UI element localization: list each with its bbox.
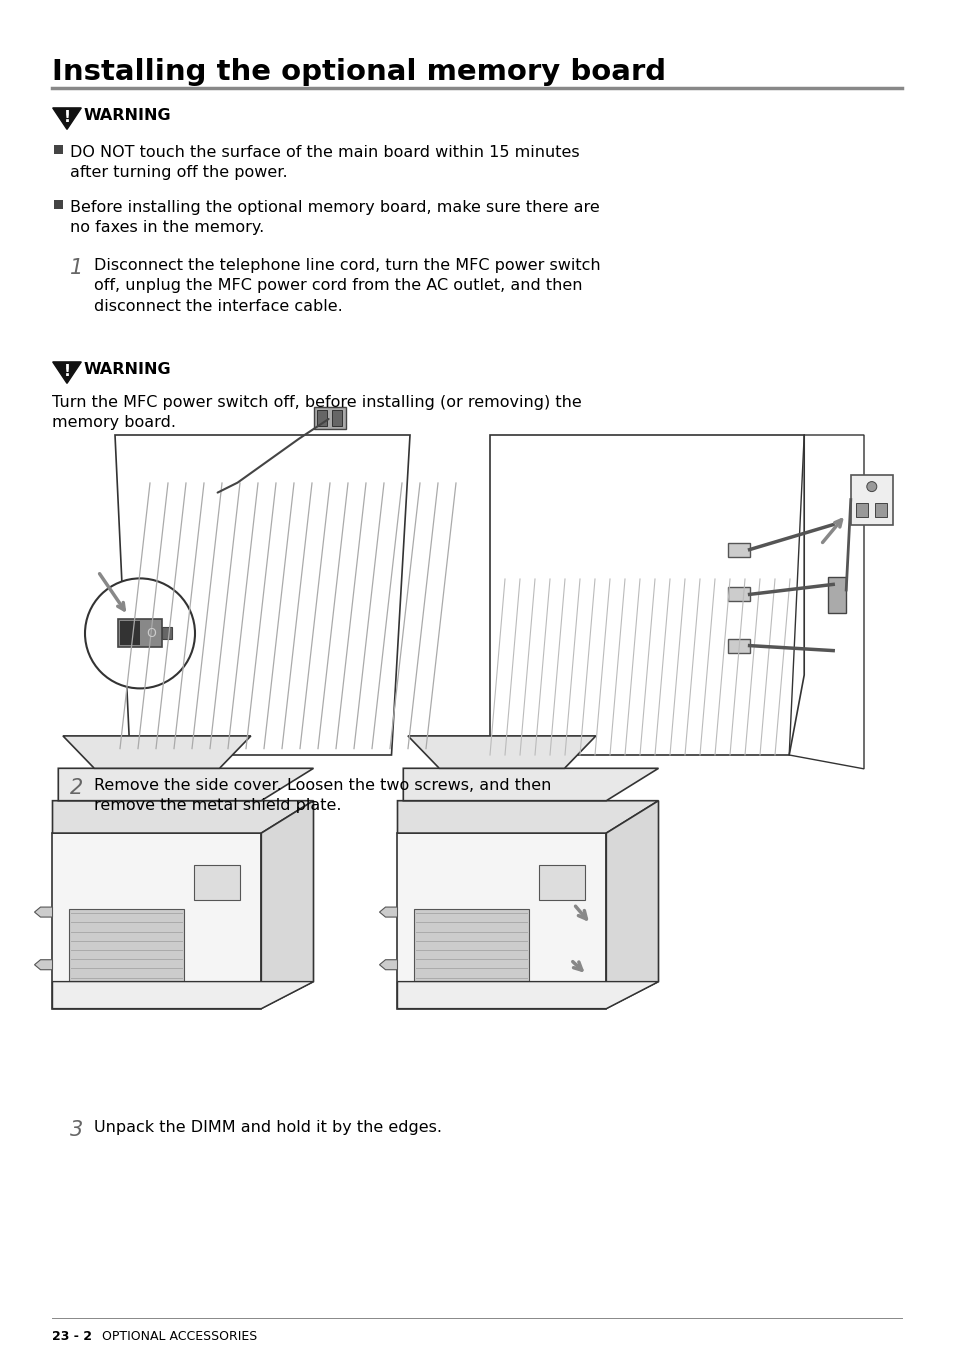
Bar bbox=[827, 577, 845, 612]
Bar bbox=[314, 407, 345, 429]
Bar bbox=[54, 145, 63, 154]
Text: !: ! bbox=[64, 110, 71, 124]
Bar bbox=[727, 542, 749, 557]
Polygon shape bbox=[606, 800, 658, 1009]
Bar bbox=[54, 200, 63, 210]
Polygon shape bbox=[52, 982, 314, 1009]
Polygon shape bbox=[397, 800, 658, 833]
Text: Disconnect the telephone line cord, turn the MFC power switch
off, unplug the MF: Disconnect the telephone line cord, turn… bbox=[94, 258, 600, 314]
Polygon shape bbox=[397, 982, 658, 1009]
Bar bbox=[316, 410, 326, 426]
Bar bbox=[397, 833, 606, 1009]
Text: Turn the MFC power switch off, before installing (or removing) the
memory board.: Turn the MFC power switch off, before in… bbox=[52, 395, 581, 430]
Bar bbox=[850, 475, 892, 525]
Bar bbox=[194, 865, 240, 900]
Bar bbox=[874, 503, 886, 516]
Text: 3: 3 bbox=[70, 1119, 83, 1140]
Polygon shape bbox=[52, 108, 81, 130]
Polygon shape bbox=[63, 735, 251, 768]
Text: Unpack the DIMM and hold it by the edges.: Unpack the DIMM and hold it by the edges… bbox=[94, 1119, 441, 1134]
Bar bbox=[855, 503, 867, 516]
Text: 23 - 2: 23 - 2 bbox=[52, 1330, 91, 1343]
Bar bbox=[727, 638, 749, 653]
Text: OPTIONAL ACCESSORIES: OPTIONAL ACCESSORIES bbox=[94, 1330, 257, 1343]
Text: WARNING: WARNING bbox=[84, 108, 172, 123]
Text: O: O bbox=[146, 627, 155, 639]
Bar bbox=[162, 627, 172, 639]
Polygon shape bbox=[58, 768, 314, 800]
Polygon shape bbox=[261, 800, 314, 1009]
Polygon shape bbox=[52, 800, 314, 833]
Bar bbox=[120, 622, 140, 645]
Bar bbox=[414, 909, 529, 983]
Polygon shape bbox=[379, 907, 397, 917]
Text: Before installing the optional memory board, make sure there are
no faxes in the: Before installing the optional memory bo… bbox=[70, 200, 599, 235]
Polygon shape bbox=[379, 960, 397, 969]
Bar bbox=[332, 410, 341, 426]
Text: 2: 2 bbox=[70, 777, 83, 798]
Circle shape bbox=[866, 481, 876, 492]
Polygon shape bbox=[34, 960, 52, 969]
Polygon shape bbox=[52, 362, 81, 384]
Text: Installing the optional memory board: Installing the optional memory board bbox=[52, 58, 665, 87]
Circle shape bbox=[85, 579, 194, 688]
Text: !: ! bbox=[64, 364, 71, 379]
Bar bbox=[52, 833, 261, 1009]
Text: WARNING: WARNING bbox=[84, 362, 172, 377]
Text: 1: 1 bbox=[70, 258, 83, 279]
Bar bbox=[70, 909, 184, 983]
Polygon shape bbox=[34, 907, 52, 917]
Bar bbox=[727, 587, 749, 602]
Bar bbox=[118, 619, 162, 648]
Bar bbox=[538, 865, 585, 900]
Text: Remove the side cover. Loosen the two screws, and then
remove the metal shield p: Remove the side cover. Loosen the two sc… bbox=[94, 777, 551, 814]
Polygon shape bbox=[408, 735, 596, 768]
Text: DO NOT touch the surface of the main board within 15 minutes
after turning off t: DO NOT touch the surface of the main boa… bbox=[70, 145, 579, 180]
Polygon shape bbox=[403, 768, 658, 800]
